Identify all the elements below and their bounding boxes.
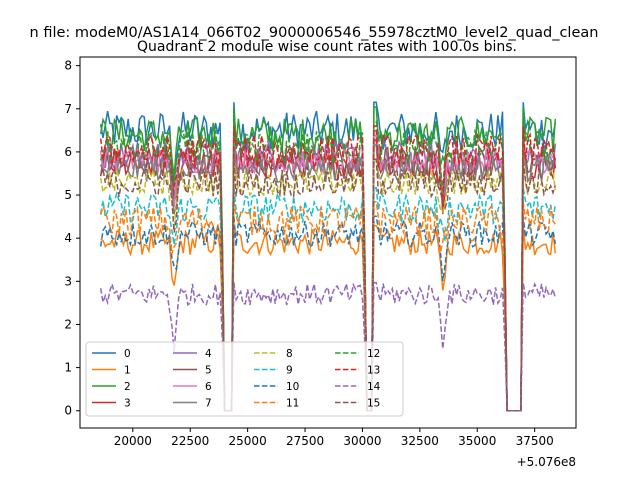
series-line-14	[99, 281, 557, 412]
series-line-9	[99, 186, 557, 412]
y-axis: 0 1 2 3 4 5 6 7 8	[64, 59, 80, 418]
y-tick-label: 1	[64, 361, 72, 375]
series-line-11	[99, 201, 556, 412]
legend-label-11: 11	[286, 398, 299, 410]
x-tick-label: 22500	[171, 434, 209, 448]
legend-label-1: 1	[124, 365, 131, 377]
series-layer	[99, 101, 557, 412]
x-tick-label: 32500	[401, 434, 439, 448]
legend-label-2: 2	[124, 381, 131, 393]
x-tick-label: 27500	[286, 434, 324, 448]
legend-label-5: 5	[205, 365, 212, 377]
y-tick-label: 5	[64, 188, 72, 202]
x-tick-label: 30000	[343, 434, 381, 448]
y-tick-label: 4	[64, 231, 72, 245]
legend-label-13: 13	[367, 365, 380, 377]
legend-label-3: 3	[124, 398, 131, 410]
y-tick-label: 0	[64, 404, 72, 418]
x-tick-label: 25000	[229, 434, 267, 448]
y-tick-label: 8	[64, 59, 72, 73]
axes-frame	[79, 56, 577, 429]
series-line-13	[99, 125, 557, 412]
legend-label-12: 12	[367, 348, 380, 360]
chart-title: Quadrant 2 module wise count rates with …	[137, 39, 517, 55]
x-offset-label: +5.076e8	[517, 455, 576, 469]
y-tick-label: 3	[64, 274, 72, 288]
legend-label-8: 8	[286, 348, 293, 360]
legend-label-10: 10	[286, 381, 299, 393]
y-tick-label: 7	[64, 102, 72, 116]
x-axis: 20000 22500 25000 27500 30000 32500 35000 37500	[114, 428, 554, 448]
legend-label-4: 4	[205, 348, 212, 360]
x-tick-label: 20000	[114, 434, 152, 448]
series-line-15	[100, 158, 557, 412]
legend-label-15: 15	[367, 398, 380, 410]
figure-suptitle: n file: modeM0/AS1A14_066T02_9000006546_…	[30, 25, 599, 41]
legend-label-0: 0	[124, 348, 131, 360]
legend-label-6: 6	[205, 381, 212, 393]
y-tick-label: 6	[64, 145, 72, 159]
x-tick-label: 35000	[458, 434, 496, 448]
legend-label-14: 14	[367, 381, 381, 393]
y-tick-label: 2	[64, 317, 72, 331]
legend-frame	[85, 341, 404, 417]
x-tick-label: 37500	[516, 434, 554, 448]
legend-label-9: 9	[286, 365, 293, 377]
series-line-10	[99, 215, 557, 412]
series-line-7	[100, 144, 557, 412]
legend-label-7: 7	[205, 398, 212, 410]
